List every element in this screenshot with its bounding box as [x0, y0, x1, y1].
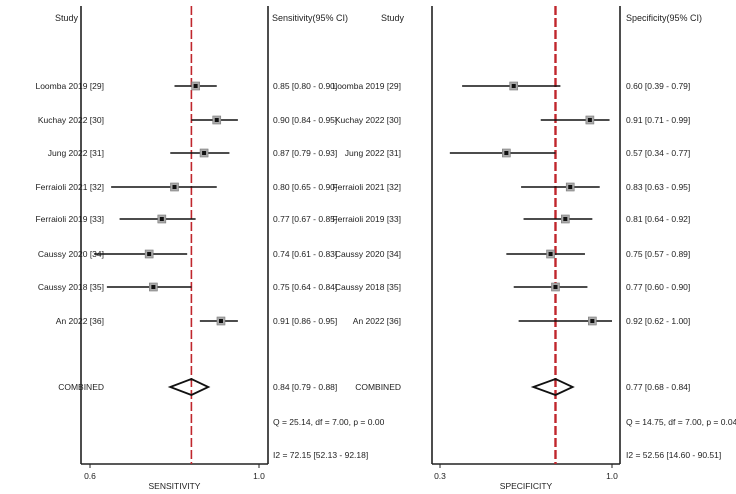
sensitivity-x-axis-label: SENSITIVITY	[149, 481, 201, 491]
specificity-study-label: Caussy 2020 [34]	[335, 249, 401, 259]
sensitivity-point-estimate-center	[159, 217, 164, 221]
sensitivity-study-label: Caussy 2018 [35]	[38, 282, 104, 292]
sensitivity-study-label: An 2022 [36]	[56, 316, 104, 326]
specificity-point-estimate-center	[548, 252, 553, 256]
sensitivity-ci-value-text: 0.77 [0.67 - 0.85]	[273, 214, 337, 224]
sensitivity-study-label: Jung 2022 [31]	[48, 148, 104, 158]
specificity-ci-value-text: 0.77 [0.60 - 0.90]	[626, 282, 690, 292]
specificity-study-label: Ferraioli 2021 [32]	[332, 182, 401, 192]
specificity-study-label: Jung 2022 [31]	[345, 148, 401, 158]
specificity-ci-value-text: 0.83 [0.63 - 0.95]	[626, 182, 690, 192]
sensitivity-combined-diamond	[167, 378, 211, 396]
sensitivity-ci-value-text: 0.85 [0.80 - 0.90]	[273, 81, 337, 91]
specificity-study-label: Loomba 2019 [29]	[332, 81, 401, 91]
specificity-study-label: An 2022 [36]	[353, 316, 401, 326]
specificity-ci-value-text: 0.92 [0.62 - 1.00]	[626, 316, 690, 326]
specificity-combined-diamond	[530, 378, 575, 396]
sensitivity-ci-value-text: 0.75 [0.64 - 0.84]	[273, 282, 337, 292]
sensitivity-heterogeneity-q-text: Q = 25.14, df = 7.00, p = 0.00	[273, 417, 385, 427]
specificity-ci-value-text: 0.91 [0.71 - 0.99]	[626, 115, 690, 125]
specificity-ci-value-text: 0.75 [0.57 - 0.89]	[626, 249, 690, 259]
sensitivity-ci-header: Sensitivity(95% CI)	[272, 13, 348, 23]
sensitivity-ci-value-text: 0.91 [0.86 - 0.95]	[273, 316, 337, 326]
sensitivity-tick-label: 1.0	[253, 471, 265, 481]
sensitivity-point-estimate-center	[147, 252, 152, 256]
specificity-point-estimate-center	[587, 118, 592, 122]
specificity-combined-label: COMBINED	[355, 382, 401, 392]
sensitivity-ci-value-text: 0.87 [0.79 - 0.93]	[273, 148, 337, 158]
specificity-ci-value-text: 0.57 [0.34 - 0.77]	[626, 148, 690, 158]
sensitivity-point-estimate-center	[151, 285, 156, 289]
sensitivity-point-estimate-center	[193, 84, 198, 88]
specificity-ci-value-text: 0.81 [0.64 - 0.92]	[626, 214, 690, 224]
specificity-study-label: Kuchay 2022 [30]	[335, 115, 401, 125]
sensitivity-point-estimate-center	[172, 185, 177, 189]
specificity-study-label: Ferraioli 2019 [33]	[332, 214, 401, 224]
specificity-point-estimate-center	[511, 84, 516, 88]
specificity-heterogeneity-q-text: Q = 14.75, df = 7.00, p = 0.04	[626, 417, 736, 427]
specificity-ci-value-text: 0.60 [0.39 - 0.79]	[626, 81, 690, 91]
specificity-tick-label: 0.3	[434, 471, 446, 481]
specificity-tick-label: 1.0	[606, 471, 618, 481]
sensitivity-study-label: Caussy 2020 [34]	[38, 249, 104, 259]
sensitivity-ci-value-text: 0.74 [0.61 - 0.83]	[273, 249, 337, 259]
sensitivity-ci-value-text: 0.90 [0.84 - 0.95]	[273, 115, 337, 125]
sensitivity-point-estimate-center	[214, 118, 219, 122]
specificity-heterogeneity-i2-text: I2 = 52.56 [14.60 - 90.51]	[626, 450, 721, 460]
sensitivity-study-label: Ferraioli 2019 [33]	[35, 214, 104, 224]
specificity-point-estimate-center	[553, 285, 558, 289]
specificity-study-header: Study	[381, 13, 405, 23]
specificity-combined-value-text: 0.77 [0.68 - 0.84]	[626, 382, 690, 392]
specificity-point-estimate-center	[504, 151, 509, 155]
sensitivity-study-label: Loomba 2019 [29]	[35, 81, 104, 91]
specificity-point-estimate-center	[563, 217, 568, 221]
sensitivity-tick-label: 0.6	[84, 471, 96, 481]
sensitivity-point-estimate-center	[202, 151, 207, 155]
sensitivity-combined-label: COMBINED	[58, 382, 104, 392]
specificity-point-estimate-center	[590, 319, 595, 323]
sensitivity-point-estimate-center	[218, 319, 223, 323]
specificity-study-label: Caussy 2018 [35]	[335, 282, 401, 292]
specificity-point-estimate-center	[568, 185, 573, 189]
sensitivity-study-label: Ferraioli 2021 [32]	[35, 182, 104, 192]
specificity-ci-header: Specificity(95% CI)	[626, 13, 702, 23]
sensitivity-heterogeneity-i2-text: I2 = 72.15 [52.13 - 92.18]	[273, 450, 368, 460]
specificity-x-axis-label: SPECIFICITY	[500, 481, 553, 491]
sensitivity-ci-value-text: 0.80 [0.65 - 0.90]	[273, 182, 337, 192]
sensitivity-combined-value-text: 0.84 [0.79 - 0.88]	[273, 382, 337, 392]
sensitivity-study-label: Kuchay 2022 [30]	[38, 115, 104, 125]
sensitivity-study-header: Study	[55, 13, 79, 23]
